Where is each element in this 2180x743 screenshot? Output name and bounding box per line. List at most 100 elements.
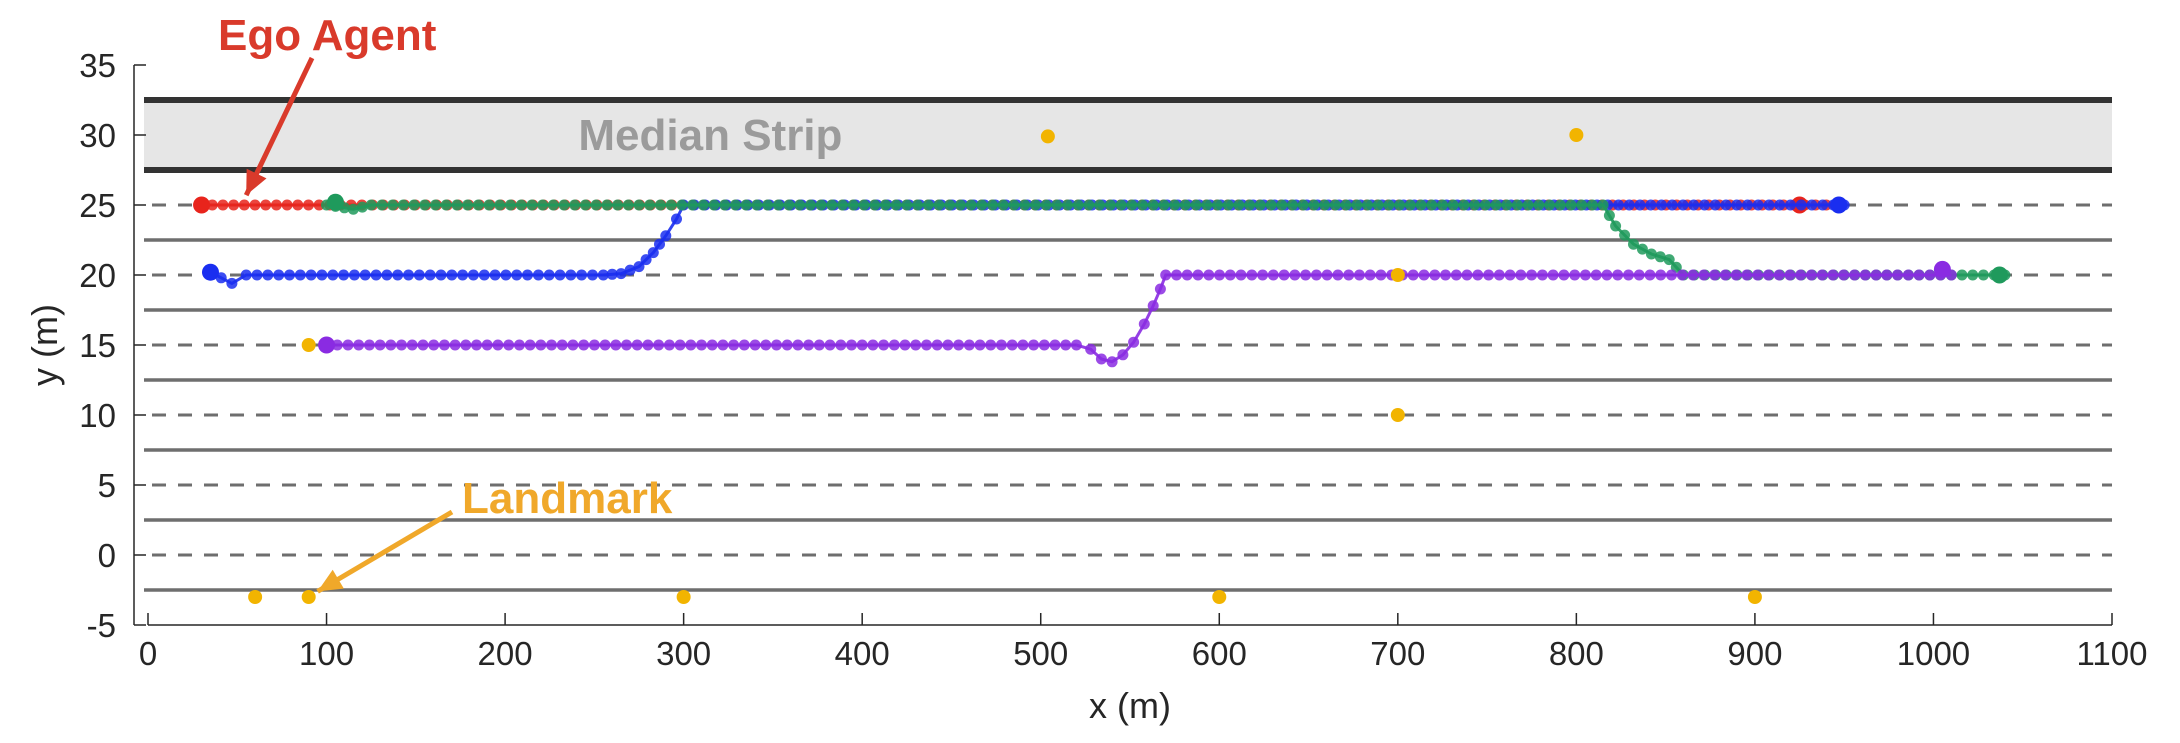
trajectory-point-purple	[631, 339, 643, 351]
trajectory-point-purple	[1192, 269, 1204, 281]
trajectory-point-blue	[522, 269, 533, 281]
trajectory-end-blue	[1830, 196, 1848, 214]
trajectory-point-blue	[467, 269, 479, 281]
trajectory-point-blue	[633, 261, 645, 273]
trajectory-point-green	[1276, 199, 1288, 211]
trajectory-point-blue	[1774, 199, 1786, 211]
x-axis-label: x (m)	[1089, 685, 1171, 726]
trajectory-point-purple	[1601, 269, 1613, 281]
trajectory-point-purple	[396, 339, 407, 351]
trajectory-point-green	[419, 199, 431, 211]
trajectory-point-purple	[1827, 269, 1839, 281]
trajectory-start-ego	[193, 196, 211, 214]
trajectory-point-blue	[424, 269, 436, 281]
trajectory-point-purple	[1038, 339, 1050, 351]
trajectory-point-blue	[565, 269, 577, 281]
trajectory-point-purple	[1590, 269, 1602, 281]
trajectory-point-blue	[316, 269, 328, 281]
trajectory-point-green	[1265, 199, 1277, 211]
trajectory-point-green	[1287, 199, 1298, 211]
x-tick-label: 200	[478, 635, 533, 672]
trajectory-point-green	[1372, 199, 1384, 211]
trajectory-point-purple	[1147, 300, 1159, 312]
trajectory-point-purple	[717, 339, 729, 351]
trajectory-point-blue	[478, 269, 490, 281]
trajectory-point-purple	[1558, 269, 1570, 281]
trajectory-point-green	[1628, 238, 1639, 250]
trajectory-point-green	[1233, 199, 1245, 211]
trajectory-point-purple	[1633, 269, 1645, 281]
trajectory-point-green	[1554, 199, 1566, 211]
trajectory-point-green	[1158, 199, 1170, 211]
trajectory-point-purple	[1246, 269, 1258, 281]
trajectory-point-green	[1619, 229, 1631, 241]
trajectory-point-green	[708, 199, 720, 211]
trajectory-point-purple	[406, 339, 418, 351]
trajectory-point-green	[772, 199, 784, 211]
trajectory-point-purple	[1913, 269, 1925, 281]
trajectory-point-green	[1362, 199, 1373, 211]
trajectory-start-green	[326, 193, 344, 211]
trajectory-point-green	[912, 199, 923, 211]
trajectory-point-purple	[1849, 269, 1860, 281]
median-strip	[144, 100, 2112, 170]
trajectory-point-blue	[554, 269, 566, 281]
trajectory-point-green	[451, 199, 463, 211]
trajectory-point-purple	[1235, 269, 1247, 281]
y-tick-label: 10	[79, 397, 116, 434]
trajectory-point-purple	[1440, 269, 1451, 281]
trajectory-point-blue	[647, 247, 659, 259]
x-tick-label: 600	[1192, 635, 1247, 672]
trajectory-point-green	[526, 199, 538, 211]
trajectory-point-blue	[660, 230, 672, 242]
trajectory-point-green	[815, 199, 827, 211]
trajectory-point-green	[612, 199, 624, 211]
trajectory-point-blue	[587, 269, 598, 281]
trajectory-point-green	[665, 199, 677, 211]
trajectory-point-purple	[953, 339, 965, 351]
trajectory-point-green	[483, 199, 495, 211]
trajectory-point-green	[569, 199, 581, 211]
trajectory-point-blue	[615, 268, 627, 280]
trajectory-point-purple	[1224, 269, 1236, 281]
landmark-arrow-shaft	[316, 509, 454, 594]
trajectory-point-green	[751, 199, 763, 211]
trajectory-point-blue	[262, 269, 274, 281]
trajectory-point-green	[633, 199, 645, 211]
trajectory-point-ego	[292, 199, 304, 211]
trajectory-point-green	[440, 199, 452, 211]
trajectory-point-purple	[385, 339, 397, 351]
trajectory-point-blue	[294, 269, 306, 281]
trajectory-point-blue	[1645, 199, 1657, 211]
trajectory-point-purple	[1838, 269, 1850, 281]
trajectory-point-purple	[1267, 269, 1279, 281]
trajectory-point-blue	[348, 269, 360, 281]
trajectory-point-green	[1190, 199, 1202, 211]
trajectory-point-blue	[403, 269, 414, 281]
trajectory-point-purple	[524, 339, 536, 351]
trajectory-point-green	[1319, 199, 1331, 211]
trajectory-point-green	[1458, 199, 1470, 211]
landmark-arrow-head	[317, 569, 344, 592]
trajectory-point-purple	[760, 339, 772, 351]
trajectory-point-blue	[489, 269, 501, 281]
trajectory-point-purple	[428, 339, 440, 351]
trajectory-point-green	[976, 199, 988, 211]
trajectory-point-purple	[1343, 269, 1355, 281]
trajectory-start-purple	[318, 336, 336, 354]
y-axis-label: y (m)	[24, 304, 65, 386]
trajectory-point-purple	[921, 339, 932, 351]
trajectory-point-purple	[374, 339, 386, 351]
trajectory-point-purple	[738, 339, 750, 351]
trajectory-point-purple	[1536, 269, 1548, 281]
trajectory-point-purple	[867, 339, 879, 351]
trajectory-point-green	[1029, 199, 1041, 211]
trajectory-point-ego	[270, 199, 282, 211]
trajectory-point-blue	[284, 269, 295, 281]
trajectory-point-blue	[511, 269, 523, 281]
trajectory-point-purple	[567, 339, 579, 351]
trajectory-point-green	[365, 199, 377, 211]
trajectory-point-blue	[1666, 199, 1678, 211]
trajectory-point-green	[719, 199, 731, 211]
